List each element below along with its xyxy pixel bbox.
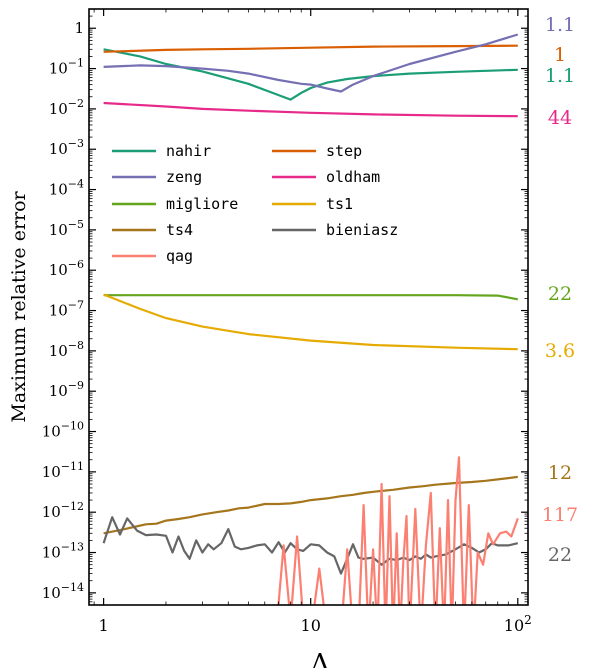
series-layer [102,33,519,605]
legend-label-nahir: nahir [166,142,211,160]
y-axis-label: Maximum relative error [8,190,30,422]
x-axis-label: Λ [310,649,331,668]
end-label-nahir: 1.1 [545,65,575,87]
legend: nahir step zeng oldham migliore ts1 ts4 bienias… [112,142,398,265]
legend-label-step: step [326,142,362,160]
y-tick-label: 10−13 [42,541,84,562]
y-tick-label: 1 [74,19,84,37]
y-tick-label: 10−9 [49,379,84,400]
series-line-ts1 [103,293,518,351]
y-tick-label: 10−8 [49,339,84,360]
y-tick-label: 10−1 [49,57,84,78]
legend-label-ts1: ts1 [326,195,353,213]
series-line-ts4 [103,475,518,535]
end-label-step: 1 [554,44,566,66]
series-line-qag [277,456,519,605]
end-label-oldham: 44 [548,107,572,129]
legend-label-migliore: migliore [166,195,238,213]
y-tick-label: 10−3 [49,137,84,158]
legend-label-zeng: zeng [166,168,202,186]
end-label-zeng: 1.1 [545,14,575,36]
y-tick-label: 10−7 [49,299,84,320]
y-tick-label: 10−11 [42,460,84,481]
end-label-qag: 117 [542,504,578,526]
y-tick-label: 10−4 [49,178,84,199]
y-tick-label: 10−6 [49,258,84,279]
legend-label-qag: qag [166,247,193,265]
legend-label-oldham: oldham [326,168,380,186]
y-tick-label: 10−10 [42,420,84,441]
plot-frame [88,8,529,606]
y-tick-label: 10−12 [42,500,84,521]
series-line-migliore [103,294,518,301]
x-tick-label: 102 [504,613,532,635]
y-tick-label: 10−2 [49,97,84,118]
series-line-step [103,44,518,53]
y-tick-label: 10−14 [42,581,84,602]
x-tick-label: 1 [99,616,109,635]
end-label-migliore: 22 [548,283,572,305]
end-label-ts1: 3.6 [545,340,575,362]
axes-layer: 1 10−1 10−2 10−3 10−4 10−5 10−6 10−7 10−8 10−9 10−… [42,8,532,635]
end-label-ts4: 12 [548,462,572,484]
y-tick-label: 10−5 [49,218,84,239]
series-line-zeng [103,33,519,93]
series-line-oldham [103,101,518,118]
x-tick-label: 10 [301,616,321,635]
legend-label-ts4: ts4 [166,221,193,239]
legend-label-bieniasz: bieniasz [326,221,398,239]
series-line-nahir [103,48,518,101]
end-label-bieniasz: 22 [548,544,572,566]
